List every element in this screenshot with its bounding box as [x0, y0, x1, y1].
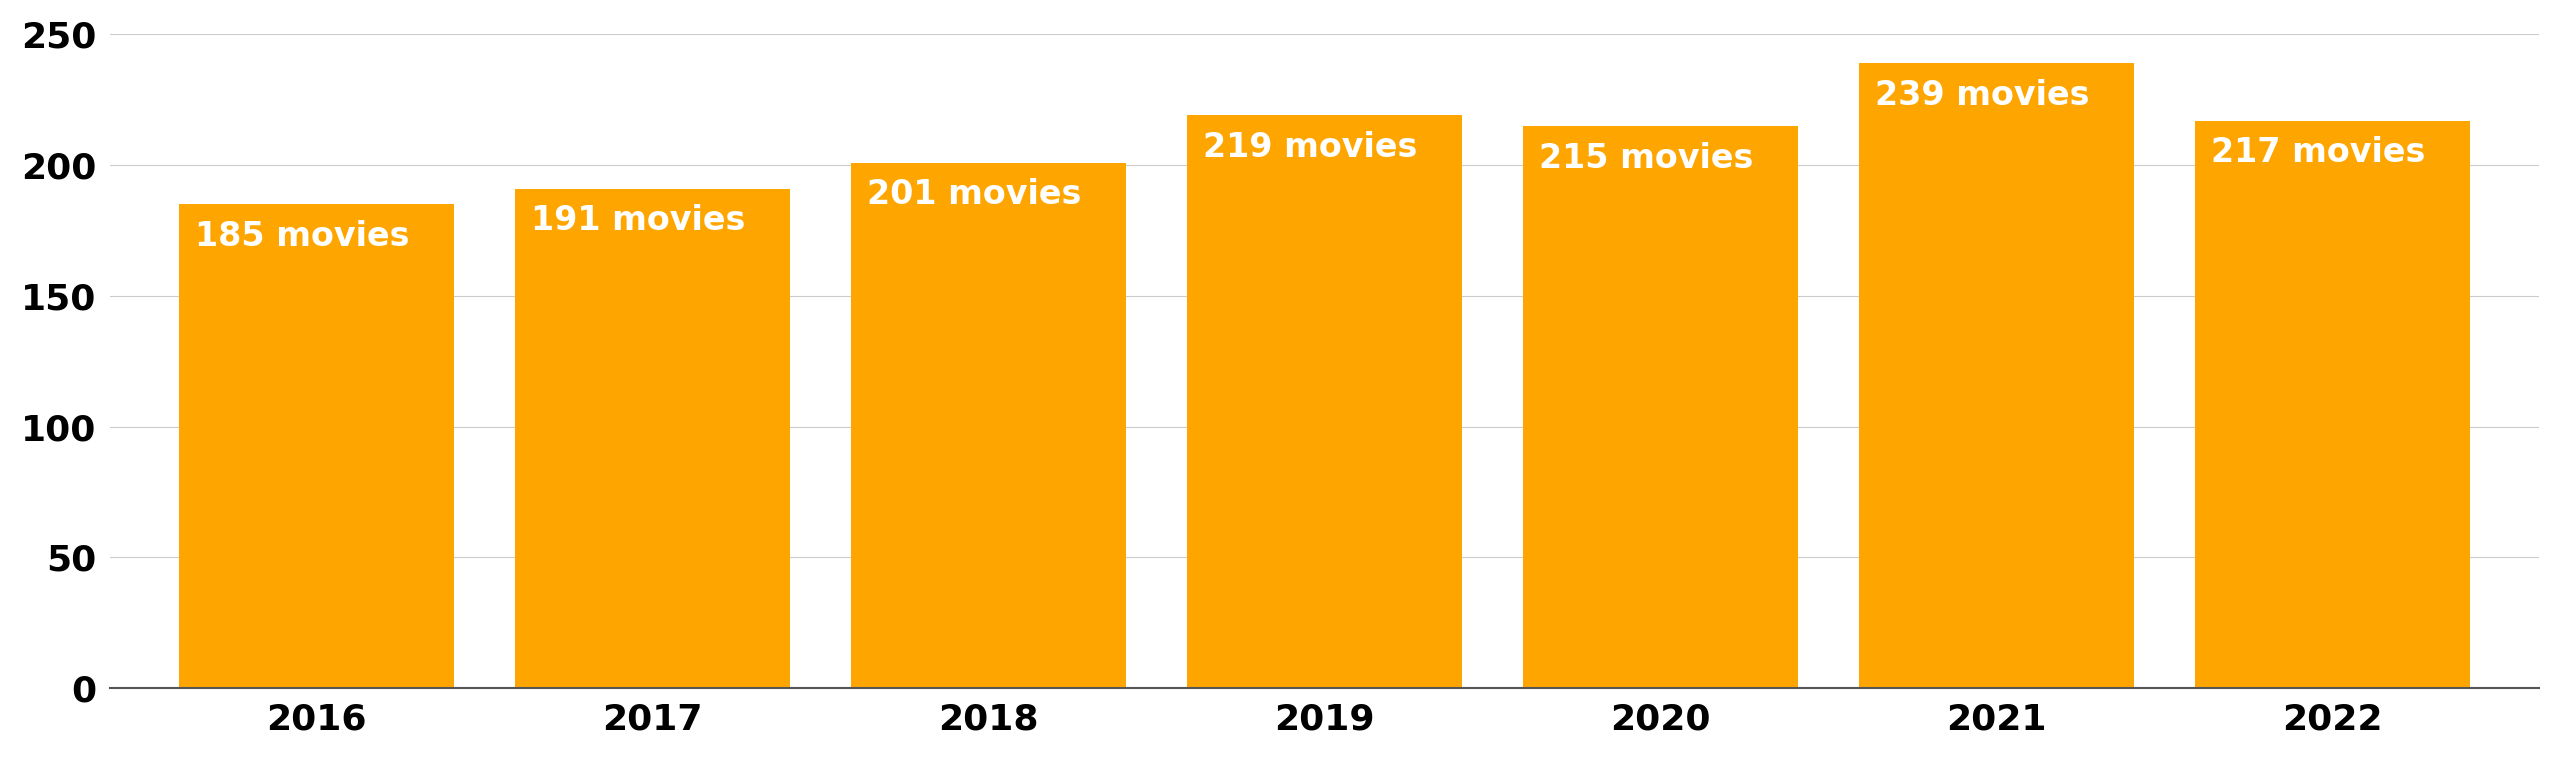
Text: 201 movies: 201 movies: [868, 178, 1083, 211]
Bar: [850, 163, 1126, 688]
Text: 215 movies: 215 movies: [1539, 142, 1754, 175]
Bar: [1523, 126, 1800, 688]
Bar: [1188, 115, 1462, 688]
Text: 219 movies: 219 movies: [1203, 131, 1418, 164]
Bar: [179, 204, 453, 688]
Text: 191 movies: 191 movies: [532, 204, 745, 238]
Bar: [1859, 63, 2135, 688]
Bar: [2194, 120, 2470, 688]
Text: 239 movies: 239 movies: [1876, 79, 2089, 112]
Bar: [515, 188, 791, 688]
Text: 185 movies: 185 movies: [195, 220, 410, 253]
Text: 217 movies: 217 movies: [2212, 136, 2427, 170]
